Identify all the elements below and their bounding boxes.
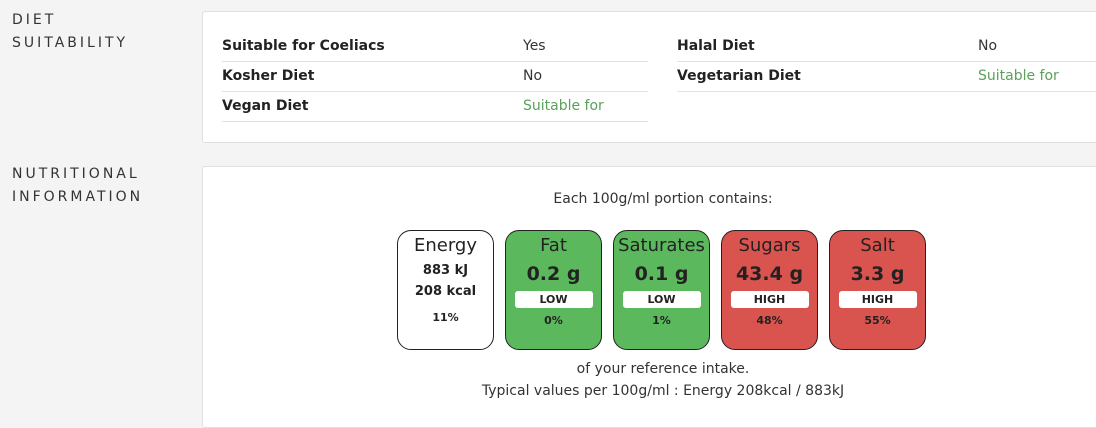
saturates-tile: Saturates 0.1 g LOW 1% (613, 230, 710, 350)
tile-percent: 55% (864, 314, 891, 327)
diet-key: Suitable for Coeliacs (222, 38, 385, 54)
level-badge: LOW (622, 291, 701, 308)
tile-name: Energy (413, 235, 478, 256)
diet-value: Yes (523, 38, 546, 54)
sugars-tile: Sugars 43.4 g HIGH 48% (721, 230, 818, 350)
reference-intake-text: of your reference intake. (576, 361, 750, 377)
tile-name: Sugars (738, 235, 801, 256)
nutrition-panel: Each 100g/ml portion contains: Energy 88… (202, 166, 1096, 428)
level-badge: HIGH (838, 291, 917, 308)
tile-value: 3.3 g (850, 263, 905, 285)
diet-key: Vegan Diet (222, 98, 309, 114)
diet-row-halal: Halal Diet No (677, 32, 1096, 62)
level-badge: LOW (514, 291, 593, 308)
diet-row-vegan: Vegan Diet Suitable for (222, 92, 648, 122)
diet-panel: Suitable for Coeliacs Yes Halal Diet No … (202, 11, 1096, 143)
tile-name: Salt (860, 235, 895, 256)
diet-key: Kosher Diet (222, 68, 315, 84)
tile-value: 43.4 g (735, 263, 804, 285)
diet-row-kosher: Kosher Diet No (222, 62, 648, 92)
diet-row-vegetarian: Vegetarian Diet Suitable for (677, 62, 1096, 92)
diet-row-coeliacs: Suitable for Coeliacs Yes (222, 32, 648, 62)
tile-percent: 1% (652, 314, 671, 327)
tile-percent: 48% (756, 314, 783, 327)
nutrition-title-line2: INFORMATION (12, 189, 144, 205)
diet-key: Vegetarian Diet (677, 68, 801, 84)
fat-tile: Fat 0.2 g LOW 0% (505, 230, 602, 350)
diet-title-line2: SUITABILITY (12, 35, 129, 51)
portion-text: Each 100g/ml portion contains: (553, 191, 773, 207)
tile-value: 0.2 g (526, 263, 581, 285)
tile-percent: 11% (432, 311, 459, 324)
salt-tile: Salt 3.3 g HIGH 55% (829, 230, 926, 350)
energy-kj: 883 kJ (422, 263, 469, 278)
diet-value: No (978, 38, 998, 54)
energy-kcal: 208 kcal (414, 284, 477, 299)
energy-tile: Energy 883 kJ 208 kcal 11% (397, 230, 494, 350)
tile-percent: 0% (544, 314, 563, 327)
nutrition-section-title: NUTRITIONAL INFORMATION (12, 163, 143, 209)
diet-title-line1: DIET (12, 12, 57, 28)
typical-values-text: Typical values per 100g/ml : Energy 208k… (481, 383, 845, 399)
tile-name: Saturates (618, 235, 705, 256)
diet-value: Suitable for (978, 68, 1059, 84)
diet-value: No (523, 68, 543, 84)
diet-value: Suitable for (523, 98, 604, 114)
level-badge: HIGH (730, 291, 809, 308)
diet-key: Halal Diet (677, 38, 755, 54)
nutrition-title-line1: NUTRITIONAL (12, 166, 140, 182)
diet-section-title: DIET SUITABILITY (12, 9, 128, 55)
tile-name: Fat (540, 235, 567, 256)
tile-value: 0.1 g (634, 263, 689, 285)
